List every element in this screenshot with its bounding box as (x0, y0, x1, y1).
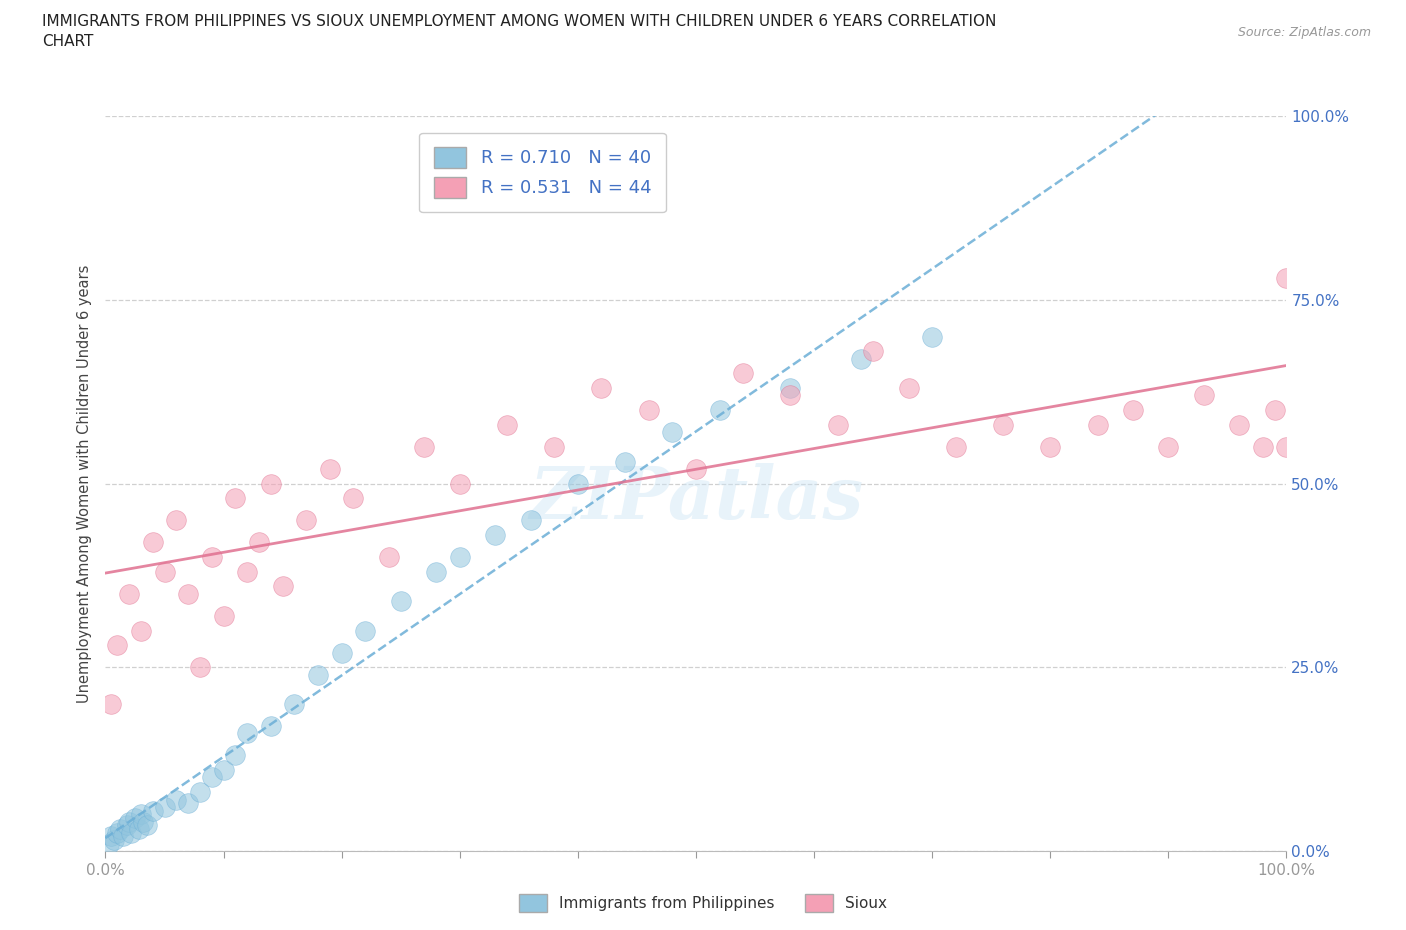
Point (307, 667, 329, 682)
Point (1275, 440, 1298, 455)
Point (1251, 440, 1274, 455)
Point (1087, 418, 1109, 432)
Point (201, 770, 224, 785)
Point (295, 513, 318, 528)
Point (661, 425, 683, 440)
Point (319, 461, 342, 476)
Point (201, 550, 224, 565)
Point (1122, 403, 1144, 418)
Point (496, 418, 519, 432)
Point (135, 817, 157, 832)
Point (118, 587, 141, 602)
Point (115, 817, 138, 832)
Point (921, 329, 943, 344)
Text: Source: ZipAtlas.com: Source: ZipAtlas.com (1237, 26, 1371, 39)
Point (330, 645, 353, 660)
Point (543, 440, 565, 455)
Point (112, 829, 135, 844)
Point (1039, 440, 1062, 455)
Point (260, 719, 283, 734)
Point (591, 380, 613, 395)
Point (449, 476, 471, 491)
Point (389, 593, 412, 608)
Y-axis label: Unemployment Among Women with Children Under 6 years: Unemployment Among Women with Children U… (76, 264, 91, 703)
Point (271, 579, 294, 594)
Point (413, 440, 436, 455)
Point (862, 344, 884, 359)
Point (709, 403, 731, 418)
Point (779, 380, 801, 395)
Point (567, 476, 589, 491)
Point (108, 821, 131, 836)
Legend: R = 0.710   N = 40, R = 0.531   N = 44: R = 0.710 N = 40, R = 0.531 N = 44 (419, 133, 665, 212)
Point (124, 810, 146, 825)
Point (484, 527, 506, 542)
Text: ZIPatlas: ZIPatlas (529, 463, 863, 534)
Point (247, 535, 270, 550)
Point (165, 792, 187, 807)
Legend: Immigrants from Philippines, Sioux: Immigrants from Philippines, Sioux (513, 888, 893, 918)
Point (132, 814, 155, 829)
Point (105, 825, 128, 840)
Point (425, 565, 447, 579)
Point (1192, 388, 1215, 403)
Point (897, 380, 920, 395)
Point (188, 660, 211, 675)
Point (342, 491, 364, 506)
Point (142, 804, 165, 818)
Point (100, 829, 122, 844)
Point (100, 697, 122, 711)
Point (212, 608, 235, 623)
Point (851, 352, 873, 366)
Point (827, 418, 849, 432)
Point (153, 565, 176, 579)
Point (177, 796, 200, 811)
Point (103, 832, 125, 847)
Point (685, 461, 707, 476)
Point (1275, 271, 1298, 286)
Point (991, 418, 1014, 432)
Point (614, 454, 637, 469)
Point (236, 726, 259, 741)
Point (519, 513, 541, 528)
Point (733, 366, 755, 381)
Text: IMMIGRANTS FROM PHILIPPINES VS SIOUX UNEMPLOYMENT AMONG WOMEN WITH CHILDREN UNDE: IMMIGRANTS FROM PHILIPPINES VS SIOUX UNE… (42, 14, 997, 48)
Point (236, 565, 259, 579)
Point (165, 513, 187, 528)
Point (378, 550, 401, 565)
Point (118, 814, 141, 829)
Point (212, 763, 235, 777)
Point (449, 550, 471, 565)
Point (1227, 418, 1250, 432)
Point (98, 836, 121, 851)
Point (153, 800, 176, 815)
Point (129, 623, 152, 638)
Point (177, 587, 200, 602)
Point (354, 623, 377, 638)
Point (779, 388, 801, 403)
Point (105, 638, 128, 653)
Point (283, 697, 305, 711)
Point (142, 535, 165, 550)
Point (945, 440, 967, 455)
Point (224, 748, 246, 763)
Point (129, 807, 152, 822)
Point (120, 825, 142, 840)
Point (188, 785, 211, 800)
Point (1157, 440, 1180, 455)
Point (1264, 403, 1286, 418)
Point (128, 821, 150, 836)
Point (637, 403, 659, 418)
Point (224, 491, 246, 506)
Point (260, 476, 283, 491)
